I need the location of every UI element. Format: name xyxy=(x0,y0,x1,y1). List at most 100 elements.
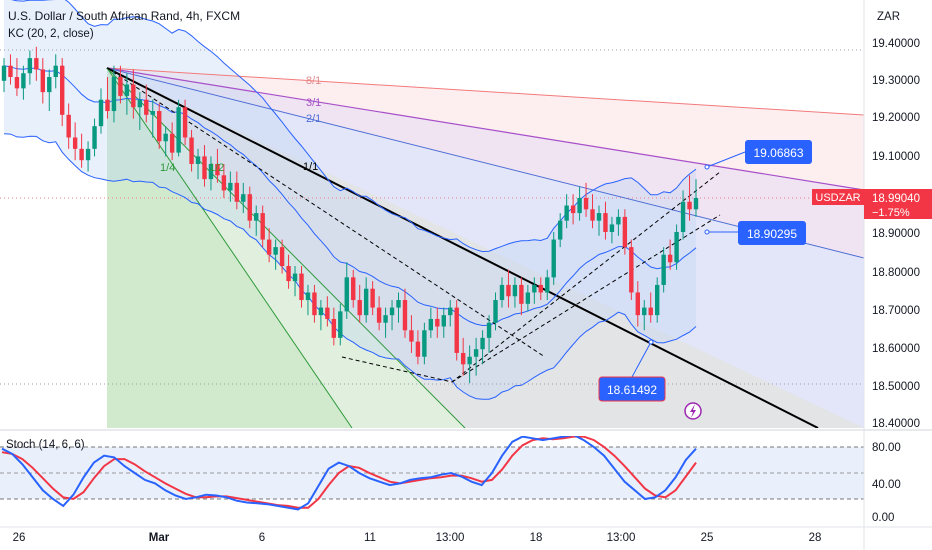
price-tick: 19.30000 xyxy=(872,75,920,87)
candle-body xyxy=(150,111,155,115)
price-tick: 18.90000 xyxy=(872,228,920,240)
main-pane[interactable]: 8/1 3/1 2/1 1/1 1/4 1/2 xyxy=(0,0,864,428)
candle-body xyxy=(499,284,505,301)
candle-body xyxy=(396,300,401,308)
candle-body xyxy=(47,77,52,93)
candle-body xyxy=(124,84,130,96)
candle-body xyxy=(344,277,349,312)
time-tick: 6 xyxy=(259,532,265,544)
stoch-tick: 40.00 xyxy=(872,479,901,491)
candle-body xyxy=(144,99,149,115)
fan-line-2-1 xyxy=(106,67,864,259)
currency-label: ZAR xyxy=(877,11,900,23)
chart-title: U.S. Dollar / South African Rand, 4h, FX… xyxy=(8,9,240,23)
current-price-text: 18.99040 xyxy=(872,193,920,205)
callout-middle-box xyxy=(738,221,806,245)
candle-body xyxy=(254,213,259,221)
time-tick: 13:00 xyxy=(607,532,636,544)
candle-body xyxy=(273,247,278,255)
price-tick: 19.40000 xyxy=(872,38,920,50)
candle-body xyxy=(635,292,640,316)
candle-body xyxy=(557,220,563,240)
candle-body xyxy=(202,156,207,180)
candle-body xyxy=(292,273,298,282)
candle-body xyxy=(564,205,569,221)
candle-body xyxy=(596,213,602,221)
candle-body xyxy=(654,284,660,316)
candle-body xyxy=(111,77,117,112)
candle-body xyxy=(14,77,20,89)
candle-body xyxy=(409,330,414,342)
symbol-tag-box xyxy=(812,189,864,205)
price-tick: 19.20000 xyxy=(872,112,920,124)
time-axis[interactable]: 26 Mar 6 11 13:00 18 13:00 25 28 xyxy=(0,526,932,544)
fan-label-1-4: 1/4 xyxy=(160,162,175,174)
candle-body xyxy=(661,254,666,285)
candle-body xyxy=(21,73,26,89)
candle-body xyxy=(234,182,240,202)
current-change-text: −1.75% xyxy=(872,207,910,219)
candle-body xyxy=(551,239,556,278)
dashed-trend-middle xyxy=(451,214,721,383)
callout-middle[interactable]: 18.90295 xyxy=(738,221,806,245)
callout-lower-text: 18.61492 xyxy=(607,383,657,397)
candle-body xyxy=(454,307,459,353)
candle-body xyxy=(376,307,382,323)
candle-body xyxy=(8,65,13,78)
candle-body xyxy=(512,284,518,297)
candle-body xyxy=(27,58,33,74)
candle-body xyxy=(221,175,227,191)
stoch-tick: 0.00 xyxy=(872,512,894,524)
candle-body xyxy=(351,277,356,301)
candle-body xyxy=(480,337,485,350)
candle-body xyxy=(228,182,233,191)
time-tick: 28 xyxy=(809,532,822,544)
price-axis[interactable]: ZAR 19.40000 19.30000 19.20000 19.10000 … xyxy=(812,0,932,550)
price-tick: 18.50000 xyxy=(872,381,920,393)
keltner-lower-band xyxy=(3,133,697,400)
candle-body xyxy=(363,288,369,316)
callout-lower[interactable]: 18.61492 xyxy=(598,376,666,402)
candle-body xyxy=(545,277,550,293)
candle-body xyxy=(318,307,324,316)
candle-body xyxy=(616,216,621,225)
current-price-tag[interactable]: USDZAR 18.99040 −1.75% xyxy=(812,188,932,220)
alert-lightning-icon[interactable] xyxy=(684,402,702,420)
callout-middle-text: 18.90295 xyxy=(747,227,797,241)
candle-body xyxy=(603,213,608,232)
fan-line-8-1 xyxy=(106,67,864,116)
candle-body xyxy=(189,137,194,164)
fan-line-1-4 xyxy=(106,67,353,428)
candle-body xyxy=(195,156,201,164)
candle-body xyxy=(642,307,647,316)
candle-body xyxy=(473,349,479,357)
candle-body xyxy=(247,194,252,221)
candle-body xyxy=(415,341,421,357)
candle-body xyxy=(312,292,317,316)
stochastic-pane[interactable]: Stoch (14, 6, 6) xyxy=(0,435,864,511)
candle-body xyxy=(163,133,168,142)
candle-body xyxy=(525,292,531,304)
candle-body xyxy=(422,330,427,357)
candle-body xyxy=(493,300,498,323)
callout-upper[interactable]: 19.06863 xyxy=(745,140,812,164)
candle-body xyxy=(467,356,472,365)
candle-body xyxy=(590,209,595,221)
callout-upper-box xyxy=(745,140,812,164)
candle-body xyxy=(34,58,39,70)
price-tick: 18.80000 xyxy=(872,267,920,279)
candle-body xyxy=(538,284,543,293)
candle-body xyxy=(98,99,104,127)
candle-body xyxy=(286,266,291,282)
candle-body xyxy=(428,318,434,331)
candle-body xyxy=(693,197,699,210)
keltner-middle-line xyxy=(3,65,697,327)
candle-body xyxy=(519,284,524,304)
fan-label-8-1: 8/1 xyxy=(306,75,321,87)
candle-body xyxy=(577,197,582,214)
candle-body xyxy=(486,322,492,338)
candle-body xyxy=(357,300,362,316)
candle-body xyxy=(182,107,188,138)
candle-body xyxy=(370,288,375,308)
